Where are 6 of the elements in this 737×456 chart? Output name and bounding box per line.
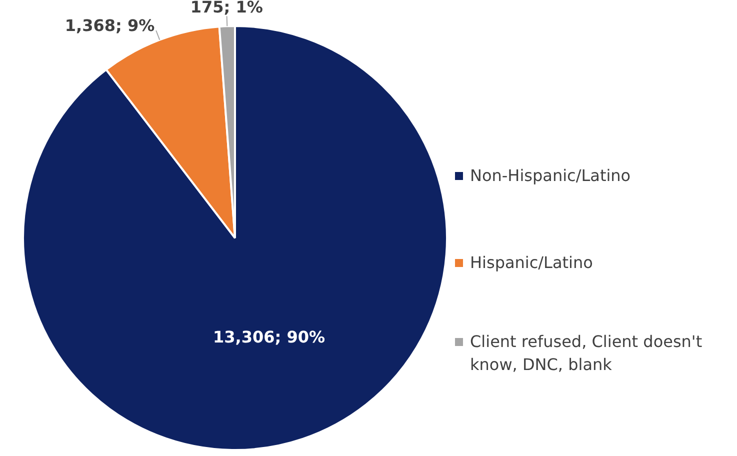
- data-label: 175; 1%: [190, 0, 263, 16]
- legend-label: Hispanic/Latino: [470, 252, 593, 274]
- data-label: 1,368; 9%: [64, 16, 155, 35]
- data-label: 13,306; 90%: [212, 328, 325, 347]
- legend-label: Non-Hispanic/Latino: [470, 165, 631, 187]
- legend-label: Client refused, Client doesn't know, DNC, blank: [470, 331, 704, 376]
